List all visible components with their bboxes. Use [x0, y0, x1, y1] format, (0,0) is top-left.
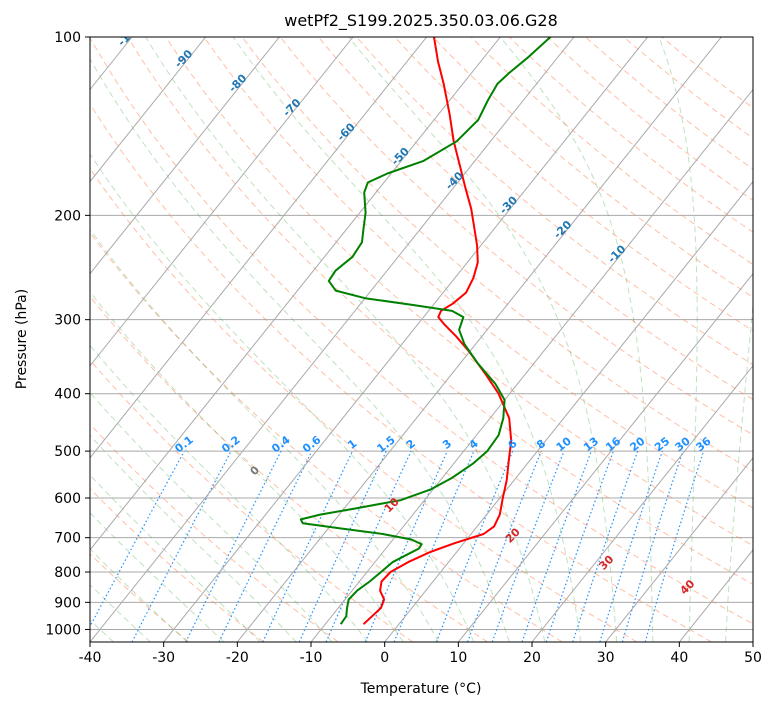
mixing-ratio-line [572, 450, 639, 642]
x-tick-label: 50 [744, 650, 762, 666]
moist-adiabat-line [90, 291, 404, 642]
y-axis-label: Pressure (hPa) [14, 289, 30, 389]
moist-adiabat-line [90, 434, 297, 642]
dry-adiabat-line [165, 37, 753, 547]
x-tick-label: -20 [226, 650, 249, 666]
plot-area: 0.10.20.40.611.52346810131620253036-100-… [90, 20, 753, 642]
mixing-ratio-line [218, 450, 313, 642]
dewpoint-line [299, 37, 552, 625]
dry-adiabat-line [203, 37, 753, 509]
moist-adiabat-line [90, 57, 510, 642]
mixing-ratio-line [298, 450, 387, 642]
mixing-ratio-line [644, 450, 705, 642]
moist-adiabat-line [90, 153, 475, 642]
x-tick-label: -10 [300, 650, 323, 666]
dry-adiabat-line [470, 37, 753, 266]
y-tick-label: 200 [54, 208, 81, 224]
isotherm-label: -100 [115, 20, 144, 49]
moist-adiabat-line [145, 37, 546, 642]
mixing-ratio-line [599, 450, 663, 642]
isotherm-line [90, 37, 207, 183]
isotherm-line [90, 37, 280, 275]
mixing-ratio-line [393, 450, 475, 642]
dry-adiabat-line [432, 37, 753, 298]
axis-ticks: -40 -30 -20 -10 0 10 20 30 40 50 1000 900 800 700 600 5… [45, 30, 762, 666]
plot-frame [89, 36, 754, 643]
x-axis-label: Temperature (°C) [360, 681, 482, 697]
mixing-ratio-line [325, 450, 412, 642]
x-tick-label: -40 [79, 650, 102, 666]
isotherm-line [605, 457, 753, 642]
dry-adiabat-line [90, 423, 339, 642]
isotherm-line [531, 364, 753, 642]
isotherm-line [236, 37, 722, 642]
profile-series [299, 37, 552, 625]
moist-adiabat-line [658, 37, 698, 642]
isotherm-line [457, 272, 753, 642]
moist-adiabat-line [232, 37, 582, 642]
y-tick-label: 700 [54, 531, 81, 547]
temperature-line [362, 37, 513, 625]
moist-adiabat-line [90, 583, 151, 642]
isotherm-gridlines [90, 37, 753, 642]
dry-adiabat-line [90, 37, 753, 625]
x-tick-label: 10 [449, 650, 467, 666]
moist-adiabat-line [90, 548, 188, 642]
isotherm-line [163, 37, 649, 642]
isotherm-line [310, 88, 753, 642]
isotherm-line [90, 37, 501, 551]
moist-adiabat-line [90, 511, 225, 642]
y-tick-label: 600 [54, 491, 81, 507]
x-tick-label: 30 [597, 650, 615, 666]
moist-adiabat-line [90, 344, 369, 642]
dry-adiabat-line [508, 37, 753, 233]
isotherm-line [90, 37, 428, 459]
mixing-ratio-line [521, 450, 592, 642]
dry-adiabat-line [90, 295, 488, 642]
x-tick-label: 20 [523, 650, 541, 666]
moist-adiabat-line [90, 474, 261, 642]
dry-adiabat-line [318, 37, 753, 401]
mixing-ratio-line [364, 450, 448, 642]
dry-adiabats [90, 37, 753, 642]
y-tick-label: 800 [54, 565, 81, 581]
y-tick-label: 400 [54, 387, 81, 403]
x-tick-label: 40 [670, 650, 688, 666]
isotherm-line [384, 180, 753, 642]
x-tick-label: 0 [380, 650, 389, 666]
dry-adiabat-line [90, 102, 712, 642]
mixing-ratio-lines [90, 450, 705, 642]
y-tick-label: 500 [54, 444, 81, 460]
dry-adiabat-line [279, 37, 753, 436]
isotherm-line [90, 37, 354, 367]
moist-adiabat-line [725, 300, 753, 642]
mixing-ratio-line [90, 450, 185, 628]
isotherm-line [90, 37, 575, 642]
x-tick-label: -30 [152, 650, 175, 666]
mixing-ratio-line [262, 450, 354, 642]
y-tick-label: 900 [54, 595, 81, 611]
moist-adiabat-line [90, 228, 439, 642]
y-tick-label: 300 [54, 313, 81, 329]
mixing-ratio-line [545, 450, 614, 642]
moist-adiabat-line [499, 37, 654, 642]
mixing-ratio-line [621, 450, 684, 642]
dry-adiabat-line [90, 231, 563, 642]
y-tick-label: 1000 [45, 622, 81, 638]
y-tick-label: 100 [54, 30, 81, 46]
chart-title: wetPf2_S199.2025.350.03.06.G28 [284, 11, 558, 31]
plot-background [90, 37, 753, 642]
